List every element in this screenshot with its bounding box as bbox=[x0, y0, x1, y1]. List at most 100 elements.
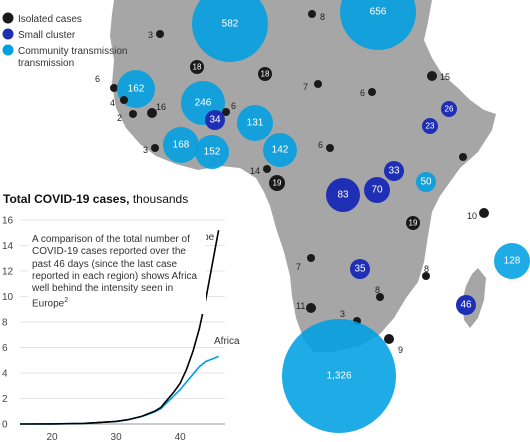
y-tick-label: 6 bbox=[2, 343, 8, 354]
cluster-marker bbox=[205, 110, 225, 130]
line-chart: Total COVID-19 cases, thousands 0 2 4 6 8 10 1… bbox=[2, 192, 240, 442]
isolated-marker bbox=[147, 108, 157, 118]
community-marker bbox=[237, 105, 273, 141]
marker-label: 8 bbox=[424, 264, 429, 274]
x-axis-ticks: 20 30 40 bbox=[46, 432, 186, 442]
y-tick-label: 2 bbox=[2, 394, 8, 405]
series-label-africa: Africa bbox=[214, 336, 240, 347]
marker-label: 152 bbox=[204, 147, 221, 158]
community-marker bbox=[416, 172, 436, 192]
x-tick-label: 30 bbox=[111, 432, 123, 442]
marker-label: 656 bbox=[370, 7, 387, 18]
isolated-marker bbox=[151, 144, 159, 152]
marker-label: 8 bbox=[375, 285, 380, 295]
cluster-marker bbox=[326, 178, 360, 212]
marker-label: 6 bbox=[95, 74, 100, 84]
y-tick-label: 0 bbox=[2, 420, 8, 431]
cluster-marker bbox=[422, 118, 438, 134]
chart-title-unit: thousands bbox=[133, 192, 188, 206]
marker-label: 46 bbox=[460, 300, 472, 311]
legend-community-label: Community transmission bbox=[18, 46, 127, 57]
isolated-marker bbox=[307, 254, 315, 262]
marker-label: 23 bbox=[426, 122, 435, 131]
isolated-marker bbox=[269, 175, 285, 191]
isolated-marker bbox=[427, 71, 437, 81]
isolated-marker bbox=[156, 30, 164, 38]
y-tick-label: 8 bbox=[2, 318, 8, 329]
annotation-text: A comparison of the total number of COVI… bbox=[32, 234, 198, 310]
marker-label: 34 bbox=[209, 115, 221, 126]
isolated-marker bbox=[368, 88, 376, 96]
marker-label: 3 bbox=[148, 30, 153, 40]
isolated-marker bbox=[222, 108, 230, 116]
series-line-africa bbox=[19, 355, 219, 425]
chart-title-bold: Total COVID-19 cases, bbox=[3, 192, 130, 206]
marker-label: 3 bbox=[340, 309, 345, 319]
community-marker bbox=[163, 127, 199, 163]
marker-label: 7 bbox=[296, 262, 301, 272]
marker-label: 18 bbox=[193, 63, 202, 72]
y-tick-label: 14 bbox=[2, 241, 14, 252]
marker-label: 11 bbox=[296, 301, 305, 311]
cluster-marker bbox=[384, 161, 404, 181]
marker-label: 14 bbox=[250, 166, 260, 176]
isolated-marker bbox=[263, 165, 271, 173]
marker-label: 26 bbox=[445, 105, 454, 114]
chart-title: Total COVID-19 cases, thousands bbox=[3, 192, 188, 206]
marker-label: 10 bbox=[467, 211, 477, 221]
annotation-footnote: 2 bbox=[64, 297, 69, 305]
marker-label: 3 bbox=[462, 152, 467, 162]
community-marker bbox=[195, 135, 229, 169]
y-tick-label: 4 bbox=[2, 369, 8, 380]
marker-label: 15 bbox=[440, 72, 450, 82]
marker-label: 35 bbox=[354, 264, 366, 275]
marker-label: 19 bbox=[409, 219, 418, 228]
marker-label: 83 bbox=[337, 190, 349, 201]
community-marker bbox=[263, 133, 297, 167]
cluster-marker bbox=[456, 295, 476, 315]
marker-label: 168 bbox=[173, 140, 190, 151]
isolated-marker bbox=[384, 334, 394, 344]
y-tick-label: 10 bbox=[2, 292, 14, 303]
series-line-europe bbox=[19, 230, 220, 425]
marker-label: 33 bbox=[388, 166, 400, 177]
marker-label: 131 bbox=[247, 118, 264, 129]
marker-label: 6 bbox=[360, 88, 365, 98]
isolated-marker bbox=[120, 96, 128, 104]
marker-label: 6 bbox=[231, 101, 236, 111]
isolated-marker bbox=[129, 110, 137, 118]
isolated-marker bbox=[376, 293, 384, 301]
marker-label: 9 bbox=[398, 345, 403, 355]
marker-label: 582 bbox=[222, 19, 239, 30]
legend-isolated-label: Isolated cases bbox=[18, 14, 82, 25]
marker-label: 19 bbox=[273, 179, 282, 188]
marker-label: 4 bbox=[110, 98, 115, 108]
isolated-marker bbox=[422, 272, 430, 280]
y-axis-ticks: 0 2 4 6 8 10 12 14 16 bbox=[2, 216, 14, 431]
marker-label: 18 bbox=[261, 70, 270, 79]
y-tick-label: 12 bbox=[2, 267, 14, 278]
marker-label: 3 bbox=[143, 145, 148, 155]
isolated-marker bbox=[190, 60, 204, 74]
marker-label: 162 bbox=[128, 84, 145, 95]
cluster-marker bbox=[364, 177, 390, 203]
legend-community-swatch bbox=[2, 44, 14, 56]
x-tick-label: 20 bbox=[46, 432, 58, 442]
community-marker bbox=[340, 0, 416, 50]
community-marker bbox=[494, 243, 530, 279]
community-marker bbox=[282, 319, 396, 433]
isolated-marker bbox=[314, 80, 322, 88]
legend-community-label-2: transmission bbox=[18, 58, 74, 69]
legend-cluster-swatch bbox=[2, 28, 14, 40]
isolated-marker bbox=[306, 303, 316, 313]
isolated-marker bbox=[479, 208, 489, 218]
isolated-marker bbox=[459, 153, 467, 161]
marker-label: 50 bbox=[420, 177, 432, 188]
marker-label: 1,326 bbox=[326, 371, 351, 382]
marker-label: 8 bbox=[320, 12, 325, 22]
legend: Isolated cases Small cluster Community t… bbox=[2, 12, 127, 69]
isolated-marker bbox=[258, 67, 272, 81]
marker-label: 128 bbox=[504, 256, 521, 267]
